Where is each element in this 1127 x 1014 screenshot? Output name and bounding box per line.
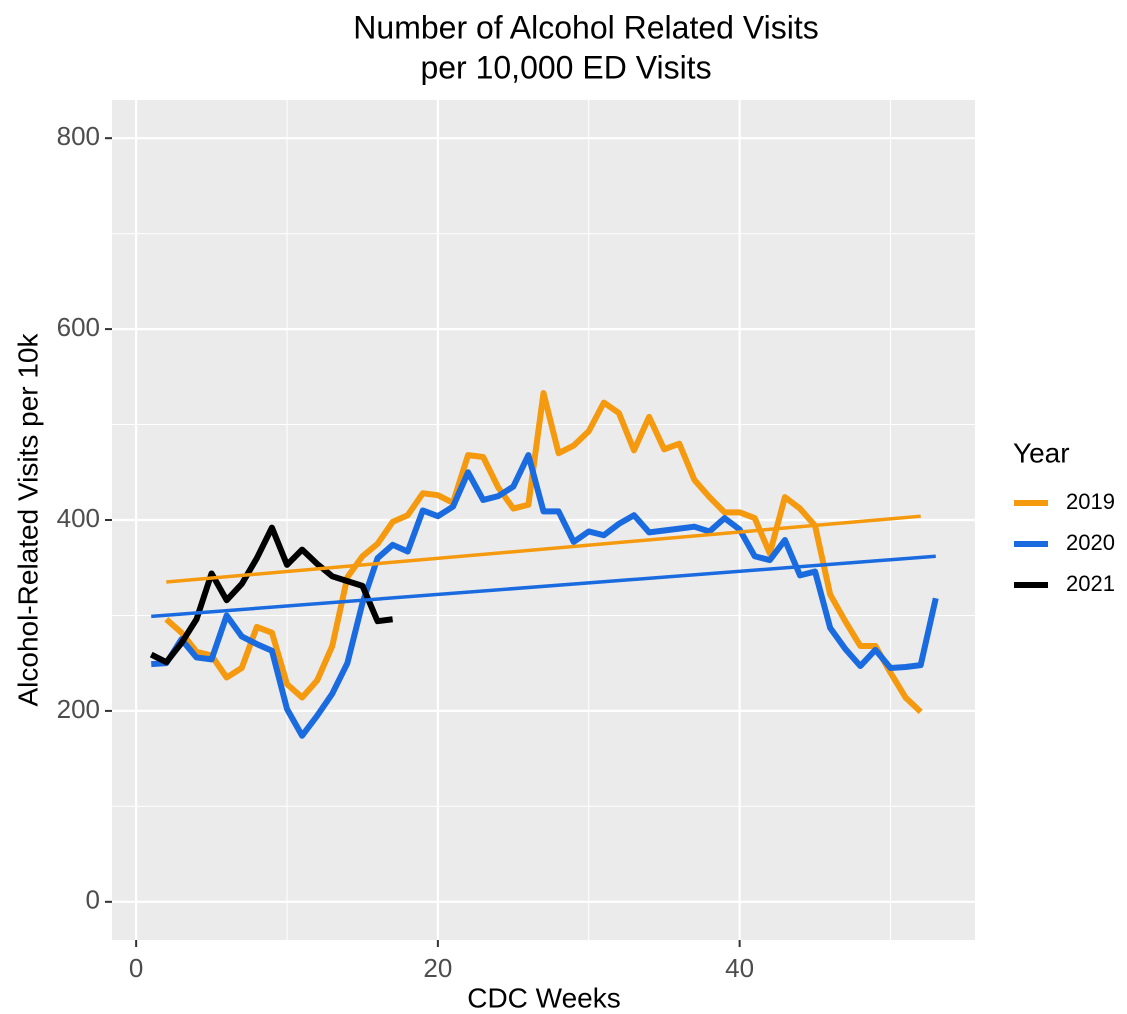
legend-label: 2019 [1066,489,1115,514]
y-tick-label: 200 [57,694,100,724]
y-axis-title: Alcohol-Related Visits per 10k [12,332,43,706]
y-tick-label: 800 [57,121,100,151]
chart-subtitle: per 10,000 ED Visits [420,49,711,85]
legend-title: Year [1013,437,1070,468]
chart-title: Number of Alcohol Related Visits [353,9,818,45]
x-axis-title: CDC Weeks [467,982,621,1013]
legend-label: 2020 [1066,530,1115,555]
trend-line [166,514,921,584]
x-tick-label: 0 [129,953,143,983]
y-tick-label: 400 [57,503,100,533]
data-line [164,390,923,715]
y-tick-label: 600 [57,312,100,342]
data-line [151,452,939,739]
data-line [149,524,394,666]
trend-line [151,554,936,619]
x-tick-label: 40 [725,953,754,983]
x-tick-label: 20 [423,953,452,983]
y-tick-label: 0 [86,885,100,915]
legend-label: 2021 [1066,571,1115,596]
